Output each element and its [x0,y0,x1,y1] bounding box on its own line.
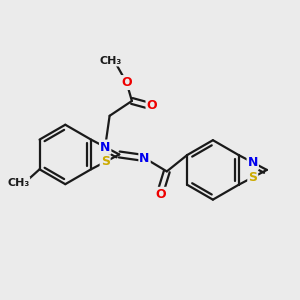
Text: O: O [121,76,132,89]
Text: CH₃: CH₃ [7,178,29,188]
Text: S: S [248,171,257,184]
Text: N: N [248,156,258,169]
Text: N: N [139,152,150,164]
Text: S: S [100,155,109,168]
Text: O: O [146,99,157,112]
Text: CH₃: CH₃ [100,56,122,65]
Text: N: N [100,140,110,154]
Text: O: O [156,188,166,201]
